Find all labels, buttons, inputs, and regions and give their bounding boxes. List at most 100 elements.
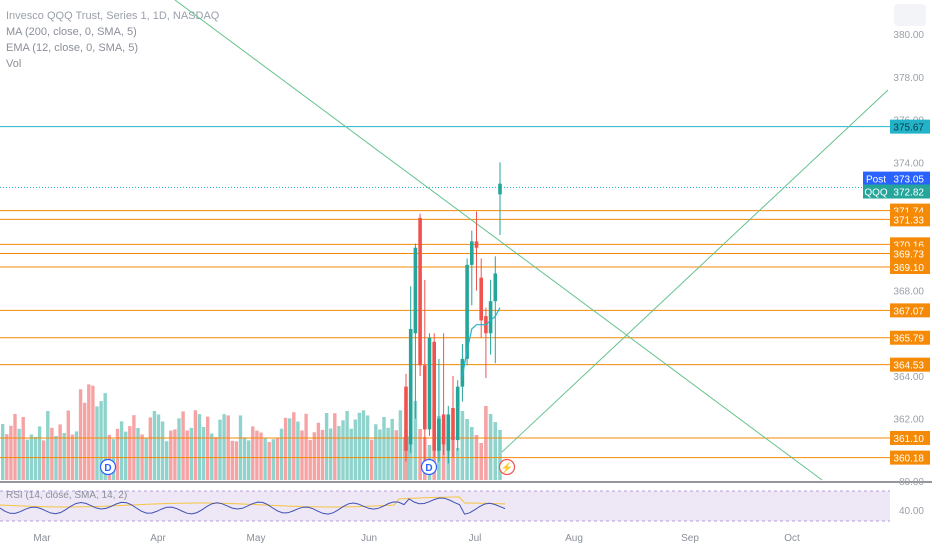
volume-bar bbox=[320, 429, 325, 480]
volume-bar bbox=[58, 424, 62, 480]
event-badge-label: D bbox=[104, 463, 111, 474]
candle-body bbox=[488, 301, 493, 334]
price-level-label: 367.07 bbox=[893, 306, 924, 317]
volume-bar bbox=[312, 432, 316, 480]
time-tick-label: Jul bbox=[469, 533, 482, 544]
volume-bar bbox=[242, 437, 247, 480]
candle-body bbox=[465, 264, 469, 359]
candle-body bbox=[437, 418, 441, 451]
event-badge-label: ⚡ bbox=[501, 461, 513, 474]
volume-bar bbox=[185, 430, 189, 480]
price-level-badge bbox=[890, 246, 930, 261]
time-tick-label: Apr bbox=[150, 533, 166, 544]
volume-bar bbox=[111, 439, 116, 480]
price-badge-bg bbox=[890, 184, 930, 199]
price-badge-bg bbox=[890, 171, 930, 186]
volume-bar bbox=[451, 440, 455, 480]
rsi-band bbox=[0, 491, 890, 521]
volume-bar bbox=[337, 426, 341, 480]
price-level-label: 369.10 bbox=[893, 263, 924, 274]
volume-bar bbox=[324, 413, 329, 480]
volume-bar bbox=[304, 413, 308, 480]
candle-body bbox=[455, 386, 460, 441]
volume-bar bbox=[238, 415, 243, 480]
volume-bar bbox=[498, 430, 502, 480]
volume-bar bbox=[296, 421, 300, 480]
volume-bar bbox=[210, 433, 214, 480]
ema-line bbox=[461, 307, 501, 377]
volume-bar bbox=[234, 441, 239, 480]
candle-body bbox=[418, 217, 422, 366]
volume-bar bbox=[201, 426, 206, 480]
price-badge-label: 372.82 bbox=[893, 188, 924, 199]
time-tick-label: May bbox=[247, 533, 266, 544]
price-tick-label: 368.00 bbox=[893, 287, 924, 298]
volume-bar bbox=[66, 410, 70, 480]
volume-bar bbox=[62, 433, 66, 480]
candle-body bbox=[451, 408, 455, 441]
time-tick-label: Oct bbox=[784, 533, 800, 544]
volume-bar bbox=[144, 437, 148, 480]
volume-bar bbox=[21, 416, 25, 480]
badge-tag: QQQ bbox=[864, 188, 888, 199]
candle-body bbox=[498, 183, 502, 195]
volume-bar bbox=[1, 424, 5, 480]
candle-body bbox=[493, 273, 498, 302]
volume-bar bbox=[460, 411, 465, 480]
price-level-badge bbox=[890, 303, 930, 318]
price-level-label: 365.79 bbox=[893, 334, 924, 345]
volume-bar bbox=[9, 425, 13, 480]
volume-bar bbox=[152, 411, 157, 480]
rsi-tick-label: 80.00 bbox=[899, 477, 924, 488]
volume-bar bbox=[374, 424, 378, 480]
candle-body bbox=[413, 247, 418, 334]
volume-bar bbox=[418, 429, 422, 480]
time-tick-label: Mar bbox=[33, 533, 51, 544]
volume-bar bbox=[479, 443, 483, 480]
volume-bar bbox=[160, 421, 165, 480]
volume-bar bbox=[5, 434, 9, 480]
symbol-title: Invesco QQQ Trust, Series 1, 1D, NASDAQ bbox=[6, 10, 220, 22]
rsi-legend: RSI (14, close, SMA, 14, 2) bbox=[6, 490, 127, 501]
volume-bar bbox=[91, 385, 95, 480]
price-level-label: 371.74 bbox=[893, 207, 924, 218]
rsi-line bbox=[0, 497, 506, 515]
volume-bar bbox=[132, 415, 136, 480]
volume-bar bbox=[259, 432, 263, 480]
price-level-badge bbox=[890, 330, 930, 345]
volume-bar bbox=[17, 428, 21, 480]
volume-bar bbox=[341, 420, 345, 480]
volume-bar bbox=[25, 439, 29, 480]
price-tick-label: 380.00 bbox=[893, 30, 924, 41]
candle-body bbox=[441, 414, 446, 445]
price-level-badge bbox=[890, 357, 930, 372]
badge-tag-bg bbox=[863, 171, 890, 186]
volume-bar bbox=[333, 413, 337, 480]
chart-settings-button[interactable] bbox=[894, 4, 926, 26]
price-tick-label: 378.00 bbox=[893, 73, 924, 84]
candle-body bbox=[474, 241, 479, 248]
volume-bar bbox=[119, 421, 124, 480]
volume-bar bbox=[365, 415, 370, 480]
price-tick-label: 364.00 bbox=[893, 372, 924, 383]
volume-bar bbox=[128, 426, 132, 480]
volume-bar bbox=[390, 418, 394, 480]
volume-bar bbox=[74, 431, 79, 480]
volume-bar bbox=[345, 411, 349, 480]
event-badge-label: D bbox=[425, 463, 432, 474]
trendline-descending bbox=[174, 0, 823, 481]
event-badge bbox=[498, 458, 516, 476]
price-level-label: 370.16 bbox=[893, 240, 924, 251]
price-level-label: 364.53 bbox=[893, 361, 924, 372]
volume-bar bbox=[214, 437, 218, 480]
volume-bar bbox=[103, 393, 107, 480]
volume-bar bbox=[370, 439, 374, 480]
candle-body bbox=[479, 277, 483, 321]
volume-bar bbox=[357, 412, 362, 480]
badge-tag-bg bbox=[863, 184, 890, 199]
candle-body bbox=[470, 241, 474, 265]
volume-bar bbox=[349, 428, 353, 480]
rsi-tick-label: 40.00 bbox=[899, 506, 924, 517]
volume-bar bbox=[488, 414, 493, 480]
